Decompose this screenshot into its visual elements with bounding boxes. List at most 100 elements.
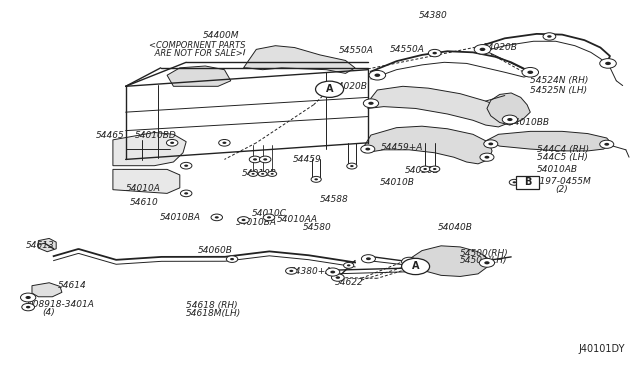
Circle shape	[420, 166, 430, 172]
Circle shape	[330, 270, 335, 273]
Text: 54050B: 54050B	[404, 166, 440, 175]
Circle shape	[502, 115, 518, 124]
Text: A: A	[326, 84, 333, 94]
Circle shape	[326, 268, 340, 276]
Circle shape	[429, 166, 440, 172]
Text: 08197-0455M: 08197-0455M	[529, 177, 592, 186]
Circle shape	[211, 214, 223, 221]
Text: 54010AB: 54010AB	[537, 165, 578, 174]
Text: <COMPORNENT PARTS: <COMPORNENT PARTS	[149, 41, 246, 50]
Text: 54465: 54465	[96, 131, 124, 140]
Text: 54010AA: 54010AA	[276, 215, 317, 224]
Circle shape	[474, 45, 491, 54]
Text: 54525N (LH): 54525N (LH)	[531, 86, 588, 94]
Polygon shape	[486, 131, 612, 151]
Circle shape	[289, 270, 293, 272]
Circle shape	[227, 256, 238, 262]
Circle shape	[362, 255, 376, 263]
Circle shape	[26, 306, 30, 308]
Circle shape	[406, 260, 412, 263]
Circle shape	[509, 179, 520, 185]
Polygon shape	[113, 132, 186, 166]
Circle shape	[316, 81, 344, 97]
Circle shape	[364, 99, 379, 108]
Circle shape	[547, 35, 552, 38]
Polygon shape	[244, 46, 355, 73]
Text: 54500(RH): 54500(RH)	[460, 249, 509, 258]
Polygon shape	[113, 169, 180, 193]
Circle shape	[223, 142, 227, 144]
Text: 54614: 54614	[58, 281, 86, 290]
Circle shape	[522, 67, 539, 77]
Text: 54618 (RH): 54618 (RH)	[186, 301, 238, 311]
Circle shape	[166, 140, 178, 146]
Circle shape	[267, 216, 271, 218]
Text: 54380+A: 54380+A	[289, 267, 332, 276]
Circle shape	[26, 296, 31, 299]
Circle shape	[314, 178, 318, 180]
Circle shape	[365, 148, 371, 151]
Text: 54010B: 54010B	[380, 178, 415, 187]
Text: N08918-3401A: N08918-3401A	[27, 300, 95, 310]
Text: 54550A: 54550A	[339, 46, 374, 55]
Circle shape	[527, 71, 533, 74]
Text: 54459+A: 54459+A	[381, 143, 423, 152]
Circle shape	[22, 304, 35, 311]
Circle shape	[252, 173, 255, 175]
Text: 54010C: 54010C	[252, 209, 287, 218]
Circle shape	[170, 142, 174, 144]
Circle shape	[238, 217, 249, 223]
Polygon shape	[38, 238, 56, 252]
Text: 54020B: 54020B	[333, 83, 367, 92]
Circle shape	[268, 171, 276, 176]
Circle shape	[513, 181, 516, 183]
Circle shape	[433, 52, 437, 54]
Circle shape	[366, 257, 371, 260]
Circle shape	[347, 264, 351, 266]
Circle shape	[600, 59, 616, 68]
Text: 54010BD: 54010BD	[135, 131, 177, 140]
Text: 54020B: 54020B	[483, 44, 517, 52]
Circle shape	[350, 165, 354, 167]
Circle shape	[600, 140, 614, 148]
Circle shape	[261, 173, 264, 175]
Text: ARE NOT FOR SALE>: ARE NOT FOR SALE>	[152, 48, 243, 58]
Circle shape	[184, 192, 188, 195]
Circle shape	[543, 33, 556, 40]
Text: 54622: 54622	[335, 278, 364, 287]
Circle shape	[605, 62, 611, 65]
Circle shape	[480, 153, 494, 161]
Circle shape	[344, 262, 354, 268]
Text: A: A	[412, 262, 419, 272]
Circle shape	[215, 216, 219, 218]
FancyBboxPatch shape	[516, 176, 540, 189]
Text: 54010BA: 54010BA	[159, 213, 200, 222]
Circle shape	[368, 102, 374, 105]
Circle shape	[241, 219, 246, 221]
Circle shape	[230, 258, 234, 260]
Text: 54459: 54459	[293, 155, 322, 164]
Text: 54550A: 54550A	[390, 45, 425, 54]
Circle shape	[332, 274, 344, 281]
Circle shape	[259, 156, 271, 163]
Circle shape	[484, 261, 490, 264]
Text: 54040B: 54040B	[438, 223, 473, 232]
Circle shape	[401, 257, 417, 266]
Circle shape	[285, 267, 297, 274]
Text: 54610: 54610	[130, 198, 159, 207]
Circle shape	[604, 143, 609, 146]
Circle shape	[347, 163, 357, 169]
Circle shape	[433, 168, 436, 170]
Text: (2): (2)	[556, 185, 568, 194]
Circle shape	[479, 259, 495, 267]
Polygon shape	[167, 66, 231, 86]
Circle shape	[484, 156, 490, 158]
Circle shape	[508, 118, 513, 121]
Circle shape	[219, 140, 230, 146]
Text: 54580: 54580	[303, 223, 332, 232]
Circle shape	[249, 156, 260, 163]
Circle shape	[479, 48, 485, 51]
Text: 54010BA: 54010BA	[236, 218, 277, 227]
Circle shape	[374, 74, 380, 77]
Circle shape	[335, 276, 340, 279]
